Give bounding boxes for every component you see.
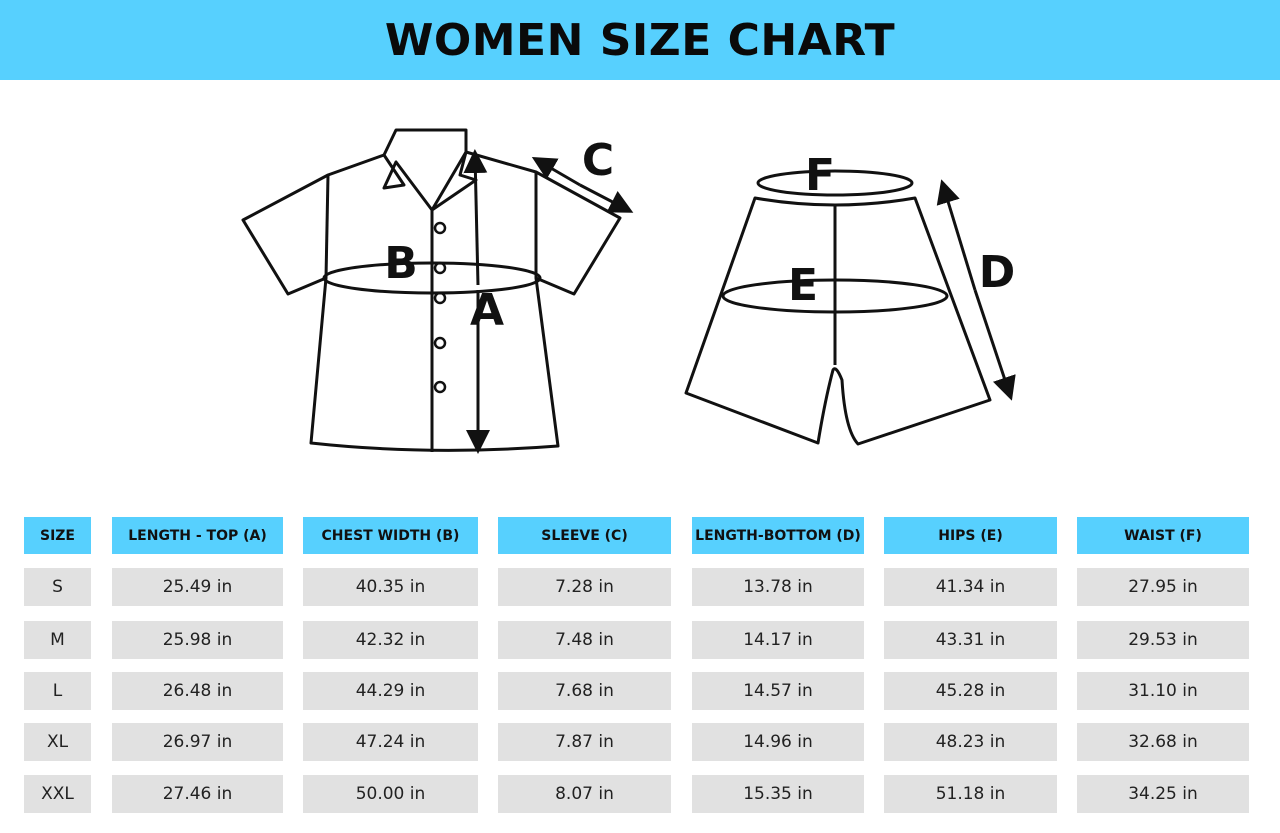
cell-waist: 29.53 in [1077,621,1249,659]
header-hips: HIPS (E) [884,517,1057,554]
cell-chest-width: 50.00 in [303,775,478,813]
cell-hips: 41.34 in [884,568,1057,606]
label-c: C [582,135,614,186]
header-length-top: LENGTH - TOP (A) [112,517,283,554]
cell-size: S [24,568,91,606]
garment-diagram: B A C F E D [241,128,1016,454]
cell-length-bottom: 14.57 in [692,672,864,710]
cell-waist: 34.25 in [1077,775,1249,813]
cell-chest-width: 44.29 in [303,672,478,710]
label-b: B [384,238,418,289]
shirt-illustration [241,128,634,454]
cell-length-bottom: 14.17 in [692,621,864,659]
header-sleeve: SLEEVE (C) [498,517,671,554]
cell-length-bottom: 14.96 in [692,723,864,761]
page-title: WOMEN SIZE CHART [384,14,896,66]
cell-chest-width: 47.24 in [303,723,478,761]
cell-length-top: 26.48 in [112,672,283,710]
label-a: A [470,285,504,336]
label-e: E [788,260,818,311]
shorts-illustration [684,169,1016,446]
cell-sleeve: 7.48 in [498,621,671,659]
header-chest-width: CHEST WIDTH (B) [303,517,478,554]
cell-waist: 32.68 in [1077,723,1249,761]
cell-length-bottom: 13.78 in [692,568,864,606]
cell-chest-width: 40.35 in [303,568,478,606]
label-d: D [979,247,1016,298]
title-banner: WOMEN SIZE CHART [0,0,1280,80]
header-waist: WAIST (F) [1077,517,1249,554]
cell-sleeve: 7.28 in [498,568,671,606]
cell-sleeve: 7.68 in [498,672,671,710]
label-f: F [805,150,835,201]
header-size: SIZE [24,517,91,554]
cell-waist: 27.95 in [1077,568,1249,606]
cell-hips: 45.28 in [884,672,1057,710]
cell-size: L [24,672,91,710]
cell-hips: 51.18 in [884,775,1057,813]
cell-size: XL [24,723,91,761]
cell-hips: 43.31 in [884,621,1057,659]
cell-sleeve: 8.07 in [498,775,671,813]
cell-waist: 31.10 in [1077,672,1249,710]
cell-sleeve: 7.87 in [498,723,671,761]
cell-length-top: 26.97 in [112,723,283,761]
cell-length-top: 25.49 in [112,568,283,606]
cell-length-bottom: 15.35 in [692,775,864,813]
cell-chest-width: 42.32 in [303,621,478,659]
cell-length-top: 27.46 in [112,775,283,813]
header-length-bottom: LENGTH-BOTTOM (D) [692,517,864,554]
cell-hips: 48.23 in [884,723,1057,761]
cell-size: XXL [24,775,91,813]
cell-size: M [24,621,91,659]
cell-length-top: 25.98 in [112,621,283,659]
